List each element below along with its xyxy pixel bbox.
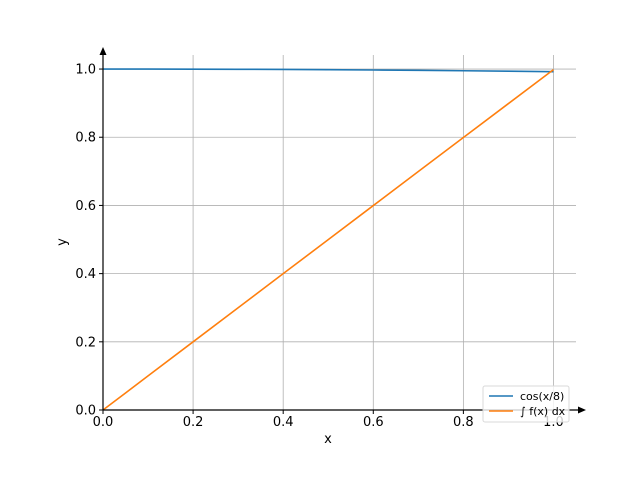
y-tick-label: 0.6	[75, 199, 96, 214]
y-tick-label: 0.4	[75, 267, 96, 282]
x-axis-title: x	[324, 432, 332, 447]
legend-entry: cos(x/8)	[520, 390, 564, 403]
y-axis-title: y	[55, 238, 70, 246]
series-line	[102, 68, 554, 411]
y-tick-label: 0.2	[75, 335, 96, 350]
legend-entry: ∫ f(x) dx	[520, 405, 566, 418]
legend: cos(x/8) ∫ f(x) dx	[482, 385, 570, 423]
axes	[99, 47, 586, 414]
y-axis-arrow	[99, 47, 107, 55]
x-axis-arrow	[578, 406, 586, 414]
series-layer	[102, 68, 554, 411]
x-tick-label: 0.8	[453, 415, 474, 430]
series-line	[102, 68, 554, 73]
y-tick-label: 0.8	[75, 131, 96, 146]
x-tick-label: 0.0	[93, 415, 114, 430]
x-tick-label: 0.2	[183, 415, 204, 430]
y-tick-label: 1.0	[75, 63, 96, 78]
legend-box	[482, 385, 570, 423]
x-tick-label: 0.6	[363, 415, 384, 430]
x-tick-label: 0.4	[273, 415, 294, 430]
y-tick-label: 0.0	[75, 404, 96, 419]
